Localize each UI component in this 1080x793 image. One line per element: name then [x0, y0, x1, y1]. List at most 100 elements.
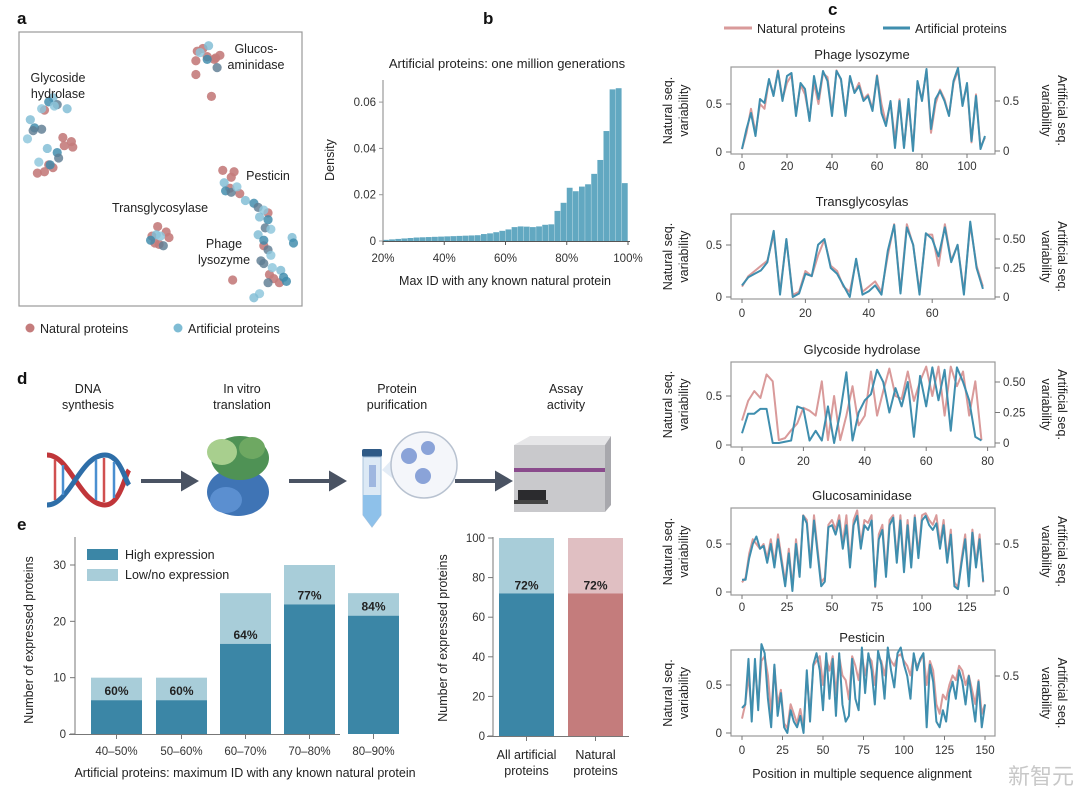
- artificial-point: [232, 182, 242, 192]
- artificial-variability-line: [741, 643, 986, 734]
- y-tick-label-left: 0.5: [706, 680, 722, 692]
- legend-artificial-label: Artificial proteins: [915, 22, 1007, 36]
- histogram-bar: [591, 173, 598, 241]
- artificial-point: [212, 63, 222, 73]
- histogram-bar: [579, 186, 585, 241]
- x-tick-label: 20: [799, 308, 812, 320]
- natural-point: [153, 221, 163, 232]
- x-tick-label: 100%: [613, 253, 642, 265]
- histogram-bar: [413, 237, 420, 241]
- x-tick-label: 40: [858, 456, 871, 468]
- y-tick-label-left: 0: [716, 440, 722, 452]
- natural-point: [68, 142, 78, 152]
- bar-percent-label: 64%: [233, 628, 257, 642]
- bar-expressed: [499, 593, 554, 736]
- y-axis-label-left: Natural seq.: [661, 77, 675, 144]
- histogram-bar: [572, 191, 579, 241]
- histogram-bar: [548, 224, 555, 241]
- panel-label-d: d: [17, 369, 27, 388]
- histogram-bar: [401, 238, 408, 241]
- panel-label-a: a: [17, 9, 27, 28]
- y-axis-label: Number of expressed proteins: [22, 556, 36, 723]
- subplot-frame: [730, 213, 996, 300]
- x-tick-label: 50–60%: [160, 746, 202, 758]
- x-tick-label: Natural: [575, 748, 615, 762]
- y-tick-label-left: 0.5: [706, 391, 722, 403]
- histogram-bar: [511, 227, 518, 241]
- y-tick-label: 10: [53, 673, 66, 685]
- y-axis-label-left: variability: [677, 378, 691, 431]
- x-tick-label: proteins: [504, 764, 548, 778]
- artificial-point: [219, 178, 229, 188]
- y-axis-label-left: variability: [677, 666, 691, 719]
- x-axis-label: Artificial proteins: maximum ID with any…: [74, 766, 415, 780]
- x-tick-label: 0: [739, 456, 745, 468]
- y-tick-label: 0: [60, 729, 66, 741]
- workflow-step-label: synthesis: [62, 398, 114, 412]
- histogram-bar: [530, 227, 536, 241]
- artificial-point: [254, 212, 265, 222]
- histogram-bar: [493, 232, 500, 241]
- histogram-bar: [523, 226, 530, 241]
- x-tick-label: 40: [862, 308, 875, 320]
- bar-percent-label: 60%: [104, 684, 128, 698]
- bar-low-expression: [348, 593, 399, 616]
- histogram-bar: [432, 236, 438, 241]
- artificial-variability-line: [741, 67, 986, 152]
- subplot-title: Phage lysozyme: [814, 47, 909, 62]
- y-tick-label: 80: [472, 573, 485, 585]
- artificial-point: [145, 235, 156, 245]
- histogram-bar: [481, 234, 487, 241]
- y-tick-label-right: 0.25: [1003, 408, 1025, 420]
- histogram-bar: [425, 237, 432, 241]
- artificial-point: [34, 157, 44, 167]
- cluster-label: lysozyme: [198, 253, 250, 267]
- y-tick-label-right: 0.5: [1003, 671, 1019, 683]
- histogram-bar: [474, 235, 481, 241]
- subplot-title: Glycoside hydrolase: [803, 342, 920, 357]
- y-axis-label-left: Natural seq.: [661, 659, 675, 726]
- bar-low-expression: [156, 677, 207, 701]
- x-axis-label: Max ID with any known natural protein: [399, 274, 611, 288]
- y-axis-label: Number of expressed proteins: [436, 554, 450, 721]
- bar-low-expression: [284, 565, 335, 605]
- x-tick-label: 150: [975, 745, 994, 757]
- x-tick-label: 80: [916, 161, 929, 173]
- histogram-bar: [517, 226, 524, 241]
- workflow-step-label: purification: [367, 398, 427, 412]
- y-axis-label-left: Natural seq.: [661, 518, 675, 585]
- natural-point: [211, 53, 221, 63]
- cluster-label: Glycoside: [31, 71, 86, 85]
- y-axis-label-right: variability: [1039, 378, 1053, 431]
- subplot-frame: [730, 361, 996, 448]
- legend-artificial-marker: [173, 323, 183, 333]
- artificial-point: [49, 101, 59, 111]
- x-tick-label: 40%: [433, 253, 456, 265]
- watermark: 新智元: [1008, 764, 1074, 788]
- y-axis-label-left: Natural seq.: [661, 371, 675, 438]
- x-tick-label: 100: [894, 745, 913, 757]
- subplot-frame: [730, 507, 996, 596]
- x-tick-label: 100: [957, 161, 976, 173]
- histogram-bar: [456, 235, 463, 241]
- natural-variability-line: [741, 69, 986, 150]
- artificial-point: [240, 195, 250, 206]
- bar-percent-label: 60%: [169, 684, 193, 698]
- subplot-frame: [730, 66, 996, 155]
- histogram-bar: [444, 236, 451, 241]
- y-tick-label: 0: [370, 236, 376, 248]
- legend-artificial-label: Artificial proteins: [188, 322, 280, 336]
- y-tick-label-left: 0: [716, 728, 722, 740]
- ribosome-icon: [207, 436, 269, 516]
- y-tick-label-right: 0: [1003, 292, 1009, 304]
- y-axis-label-right: Artificial seq.: [1055, 658, 1069, 729]
- bar-high-expression: [348, 615, 399, 734]
- histogram-bar: [450, 236, 457, 241]
- artificial-point: [155, 231, 166, 241]
- legend-natural-label: Natural proteins: [40, 322, 128, 336]
- x-tick-label: 0: [739, 745, 745, 757]
- natural-point: [226, 172, 236, 182]
- x-tick-label: 40: [826, 161, 839, 173]
- artificial-point: [259, 235, 269, 245]
- artificial-point: [267, 263, 277, 273]
